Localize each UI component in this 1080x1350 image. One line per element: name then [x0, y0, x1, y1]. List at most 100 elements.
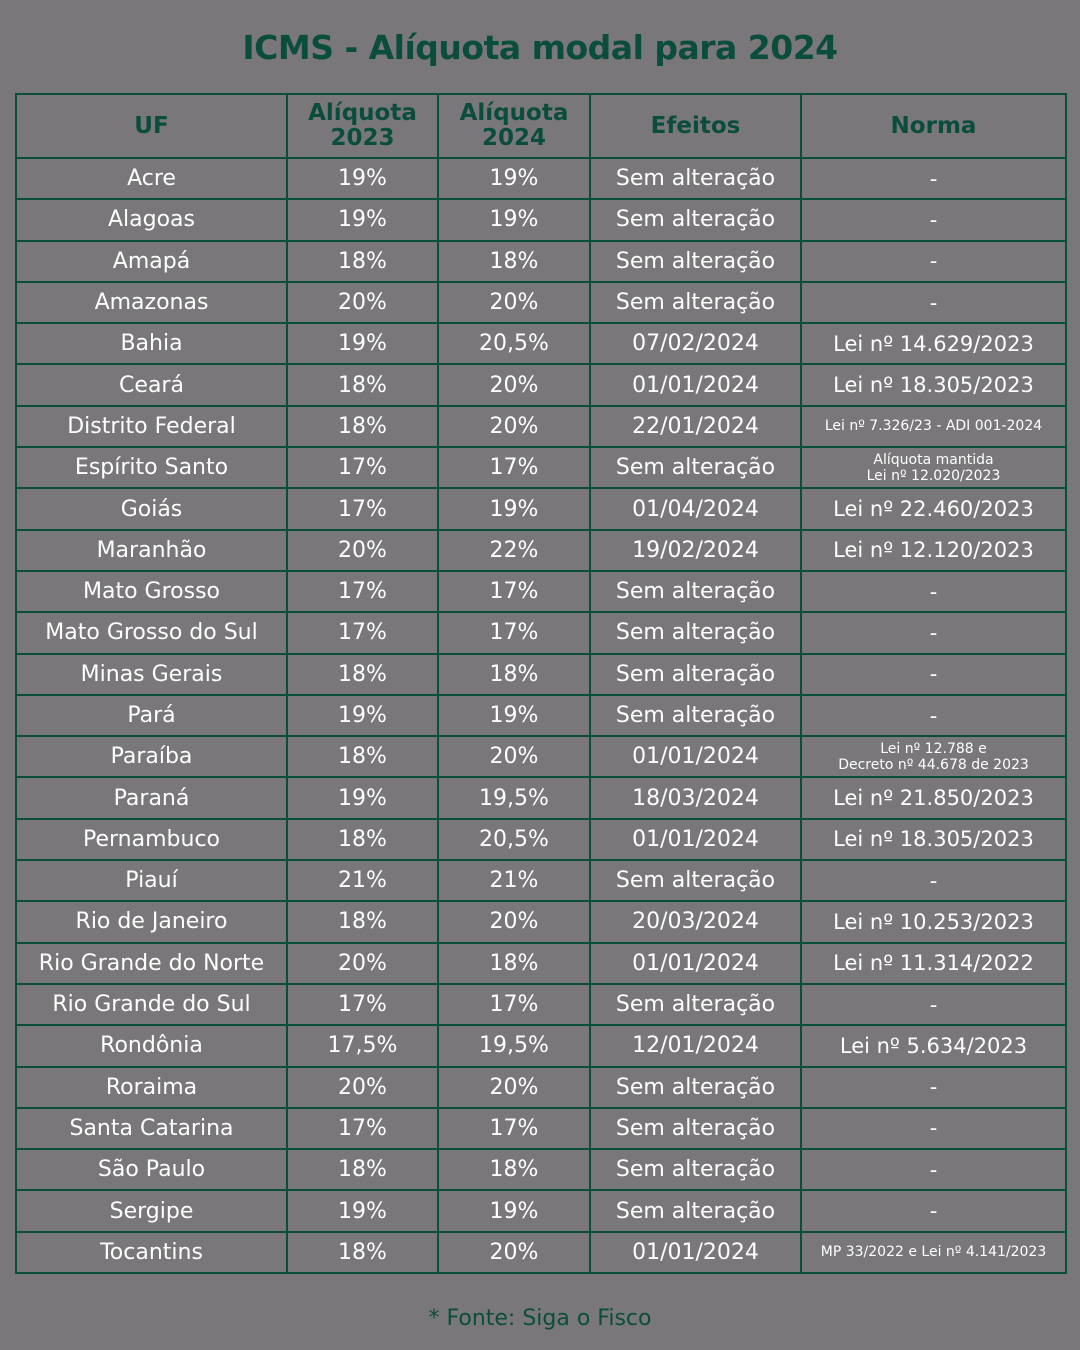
cell-norma: -	[800, 859, 1067, 903]
cell-norma: -	[800, 1189, 1067, 1233]
cell-norma: -	[800, 982, 1067, 1027]
cell-efeitos: 01/01/2024	[589, 363, 802, 407]
cell-uf: Pernambuco	[15, 817, 288, 862]
table-row: Ceará 18% 20% 01/01/2024 Lei nº 18.305/2023	[15, 363, 1067, 407]
cell-uf: Roraima	[15, 1065, 288, 1109]
norma-line: -	[929, 207, 938, 232]
cell-a2023: 17%	[286, 446, 439, 490]
cell-efeitos: Sem alteração	[589, 1106, 802, 1151]
cell-efeitos: 19/02/2024	[589, 528, 802, 572]
cell-uf: Piauí	[15, 859, 288, 903]
cell-uf: Santa Catarina	[15, 1106, 288, 1151]
cell-a2023: 18%	[286, 900, 439, 944]
cell-a2023: 18%	[286, 239, 439, 283]
header-line: 2024	[481, 125, 546, 151]
cell-a2024: 17%	[437, 569, 591, 614]
cell-a2024: 17%	[437, 1106, 591, 1151]
cell-norma: Lei nº 11.314/2022	[800, 941, 1067, 985]
cell-uf: Sergipe	[15, 1189, 288, 1233]
table-row: Mato Grosso 17% 17% Sem alteração -	[15, 569, 1067, 614]
cell-efeitos: 01/01/2024	[589, 1230, 802, 1275]
cell-a2024: 20%	[437, 280, 591, 325]
table-row: Piauí 21% 21% Sem alteração -	[15, 859, 1067, 903]
cell-norma: Lei nº 18.305/2023	[800, 817, 1067, 862]
cell-a2024: 19%	[437, 693, 591, 738]
cell-norma: MP 33/2022 e Lei nº 4.141/2023	[800, 1230, 1067, 1275]
cell-uf: São Paulo	[15, 1148, 288, 1192]
cell-norma: Lei nº 12.788 e Decreto nº 44.678 de 2023	[800, 735, 1067, 779]
cell-efeitos: 01/01/2024	[589, 941, 802, 985]
norma-line: -	[929, 1075, 938, 1100]
cell-a2023: 17,5%	[286, 1024, 439, 1068]
norma-line: -	[929, 620, 938, 645]
cell-a2023: 18%	[286, 817, 439, 862]
header-uf: UF	[15, 93, 288, 159]
cell-a2024: 20%	[437, 363, 591, 407]
cell-a2024: 20%	[437, 1065, 591, 1109]
table-row: Maranhão 20% 22% 19/02/2024 Lei nº 12.120/20…	[15, 528, 1067, 572]
cell-a2023: 20%	[286, 528, 439, 572]
norma-line: Lei nº 21.850/2023	[833, 786, 1034, 811]
header-line: Alíquota	[459, 100, 569, 126]
cell-efeitos: 01/01/2024	[589, 817, 802, 862]
cell-a2024: 20%	[437, 1230, 591, 1275]
cell-a2023: 19%	[286, 156, 439, 201]
cell-uf: Distrito Federal	[15, 404, 288, 449]
cell-uf: Acre	[15, 156, 288, 201]
cell-efeitos: Sem alteração	[589, 859, 802, 903]
cell-a2024: 18%	[437, 652, 591, 696]
norma-line: Lei nº 22.460/2023	[833, 497, 1034, 522]
cell-norma: Lei nº 12.120/2023	[800, 528, 1067, 572]
cell-norma: -	[800, 198, 1067, 242]
table-row: Rio Grande do Sul 17% 17% Sem alteração -	[15, 982, 1067, 1027]
header-aliquota-2024: Alíquota 2024	[437, 93, 591, 159]
norma-line: -	[929, 1116, 938, 1141]
cell-efeitos: Sem alteração	[589, 1189, 802, 1233]
cell-a2024: 20,5%	[437, 322, 591, 366]
cell-uf: Tocantins	[15, 1230, 288, 1275]
table-row: Mato Grosso do Sul 17% 17% Sem alteração -	[15, 611, 1067, 655]
norma-line: -	[929, 703, 938, 728]
cell-norma: -	[800, 239, 1067, 283]
norma-line: Decreto nº 44.678 de 2023	[838, 756, 1029, 773]
norma-line: Alíquota mantida	[873, 451, 994, 468]
cell-norma: Lei nº 5.634/2023	[800, 1024, 1067, 1068]
norma-line: Lei nº 10.253/2023	[833, 909, 1034, 934]
cell-uf: Goiás	[15, 487, 288, 531]
header-line: 2023	[330, 125, 395, 151]
table-row: Bahia 19% 20,5% 07/02/2024 Lei nº 14.629/202…	[15, 322, 1067, 366]
table-row: Roraima 20% 20% Sem alteração -	[15, 1065, 1067, 1109]
norma-line: -	[929, 166, 938, 191]
source-note: * Fonte: Siga o Fisco	[428, 1306, 652, 1331]
cell-a2024: 20%	[437, 404, 591, 449]
table-row: Pernambuco 18% 20,5% 01/01/2024 Lei nº 18.30…	[15, 817, 1067, 862]
norma-line: MP 33/2022 e Lei nº 4.141/2023	[820, 1244, 1047, 1261]
header-efeitos: Efeitos	[589, 93, 802, 159]
norma-line: Lei nº 12.120/2023	[833, 538, 1034, 563]
cell-a2024: 18%	[437, 239, 591, 283]
cell-efeitos: 20/03/2024	[589, 900, 802, 944]
header-norma: Norma	[800, 93, 1067, 159]
cell-a2023: 20%	[286, 1065, 439, 1109]
cell-a2024: 19%	[437, 156, 591, 201]
cell-uf: Amazonas	[15, 280, 288, 325]
cell-uf: Rio de Janeiro	[15, 900, 288, 944]
cell-a2023: 21%	[286, 859, 439, 903]
cell-a2023: 18%	[286, 1230, 439, 1275]
norma-line: Lei nº 14.629/2023	[833, 331, 1034, 356]
cell-uf: Rondônia	[15, 1024, 288, 1068]
cell-a2024: 19%	[437, 198, 591, 242]
table-row: Acre 19% 19% Sem alteração -	[15, 156, 1067, 201]
cell-norma: -	[800, 1106, 1067, 1151]
cell-a2023: 19%	[286, 776, 439, 820]
cell-efeitos: Sem alteração	[589, 652, 802, 696]
table-row: Pará 19% 19% Sem alteração -	[15, 693, 1067, 738]
table-row: Amazonas 20% 20% Sem alteração -	[15, 280, 1067, 325]
norma-line: Lei nº 5.634/2023	[839, 1033, 1028, 1058]
cell-uf: Mato Grosso do Sul	[15, 611, 288, 655]
cell-efeitos: Sem alteração	[589, 693, 802, 738]
table-body: Acre 19% 19% Sem alteração - Alagoas 19% 19% Sem…	[15, 156, 1067, 1275]
cell-efeitos: 01/01/2024	[589, 735, 802, 779]
table-row: São Paulo 18% 18% Sem alteração -	[15, 1148, 1067, 1192]
cell-norma: Lei nº 14.629/2023	[800, 322, 1067, 366]
